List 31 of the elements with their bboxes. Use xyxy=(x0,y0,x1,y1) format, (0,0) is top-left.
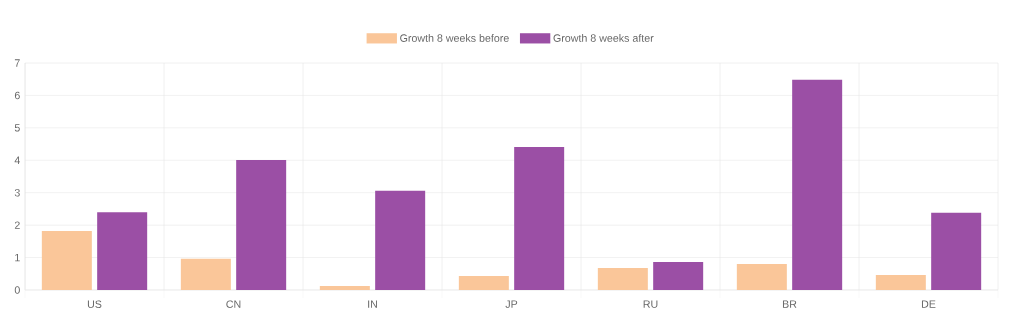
x-tick-label: IN xyxy=(368,300,377,308)
y-tick-label: 4 xyxy=(14,156,20,164)
y-tick-label: 3 xyxy=(14,188,20,197)
bar xyxy=(375,190,426,290)
x-tick-label: RU xyxy=(643,300,658,308)
bar xyxy=(319,286,370,290)
x-tick-label: JP xyxy=(505,300,518,308)
legend-label: Growth 8 weeks after xyxy=(553,34,654,42)
bar xyxy=(875,275,926,290)
y-tick-label: 2 xyxy=(14,221,20,229)
y-tick-label: 6 xyxy=(14,91,20,100)
bar xyxy=(931,212,982,290)
bar xyxy=(97,212,148,290)
x-tick-label: CN xyxy=(226,300,241,308)
x-tick-label: DE xyxy=(921,300,936,308)
y-tick-label: 7 xyxy=(14,59,20,67)
y-tick-label: 1 xyxy=(15,253,20,262)
bar xyxy=(41,230,92,290)
bar xyxy=(792,79,843,290)
x-tick-label: BR xyxy=(782,300,797,308)
bar xyxy=(653,262,704,290)
bar xyxy=(180,258,231,290)
y-tick-label: 5 xyxy=(14,124,20,132)
bar xyxy=(514,146,565,290)
bar xyxy=(458,276,509,290)
bar xyxy=(236,159,287,290)
bar xyxy=(597,267,648,290)
bar xyxy=(736,264,787,290)
x-tick-label: US xyxy=(87,300,102,308)
legend-label: Growth 8 weeks before xyxy=(400,34,509,42)
y-tick-label: 0 xyxy=(14,286,20,294)
